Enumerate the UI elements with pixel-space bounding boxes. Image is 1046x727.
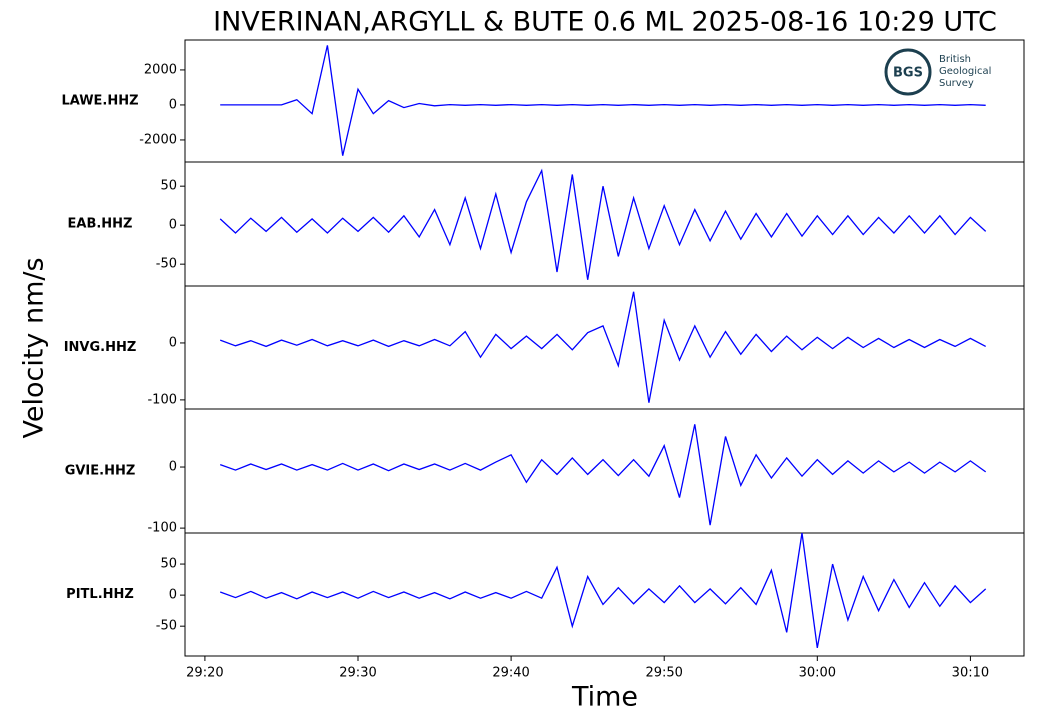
y-tick-label: 0 [169,335,177,350]
y-tick-label: -50 [156,257,177,272]
waveform [220,45,986,156]
y-tick-label: 0 [169,97,177,112]
y-tick-label: 50 [160,179,177,194]
y-tick-label: -100 [147,521,177,536]
y-axis-label: Velocity nm/s [19,257,50,438]
logo-ring [884,48,932,96]
panel-frame [184,408,1025,534]
x-tick-label: 29:50 [645,666,682,681]
logo-text: Geological [939,66,991,77]
x-tick-label: 30:00 [799,666,836,681]
x-tick-label: 29:30 [339,666,376,681]
y-tick-label: 2000 [144,62,177,77]
station-label: EAB.HHZ [68,217,133,232]
waveform [219,424,987,526]
panel-frame [184,161,1025,287]
station-label: LAWE.HHZ [61,94,138,109]
station-label: GVIE.HHZ [65,464,136,479]
logo-mark: BGS [893,66,923,81]
panel-frame [184,285,1025,410]
y-tick-label: 0 [169,588,177,603]
y-tick-label: -100 [147,392,177,407]
x-axis-label: Time [571,682,638,713]
logo: BGS British Geological Survey [884,48,991,96]
station-label: PITL.HHZ [66,587,134,602]
waveform [219,532,987,649]
x-tick-label: 29:40 [492,666,529,681]
y-tick-label: 50 [160,557,177,572]
waveform [219,168,987,280]
x-tick-label: 29:20 [186,666,223,681]
y-tick-label: -50 [156,619,177,634]
y-tick-label: 0 [169,460,177,475]
logo-text: Survey [939,78,974,89]
chart-title: INVERINAN,ARGYLL & BUTE 0.6 ML 2025-08-1… [213,7,997,38]
logo-text: British [939,54,971,65]
x-tick-label: 30:10 [952,666,989,681]
waveform [219,291,987,403]
y-tick-label: -2000 [139,132,177,147]
y-tick-label: 0 [169,218,177,233]
panel-frame [184,532,1025,657]
station-label: INVG.HHZ [64,340,137,355]
